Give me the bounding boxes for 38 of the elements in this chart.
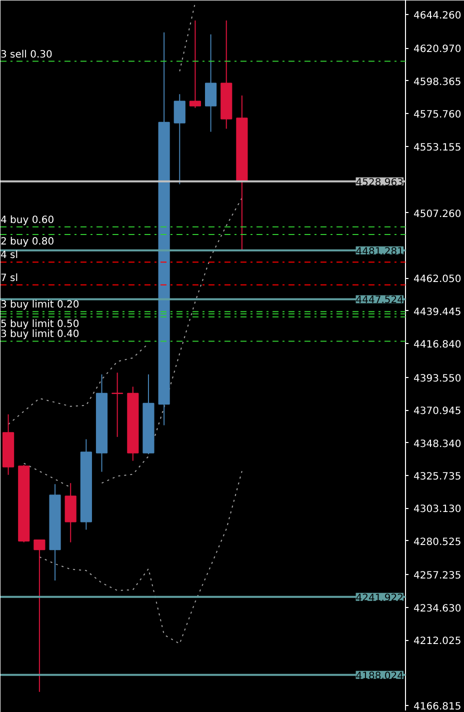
ref-line-label: 3 buy limit 0.40 xyxy=(0,329,80,340)
y-tick-label: 4166.815 xyxy=(414,702,462,712)
y-tick-label: 4257.235 xyxy=(414,570,462,582)
y-tick-label: 4212.025 xyxy=(414,636,462,648)
candlestick xyxy=(189,20,202,108)
ref-line-label: 4447.524 xyxy=(356,295,404,306)
y-tick-label: 4620.970 xyxy=(414,44,462,56)
y-tick-label: 4348.340 xyxy=(414,438,462,450)
y-tick-label: 4462.050 xyxy=(414,274,462,286)
candlestick xyxy=(204,34,217,132)
y-tick-label: 4575.760 xyxy=(414,110,462,121)
y-tick-label: 4507.260 xyxy=(414,208,462,220)
y-tick-label: 4416.840 xyxy=(414,340,462,351)
y-tick-label: 4303.130 xyxy=(414,504,462,516)
ref-line-label: 4 sl xyxy=(0,250,18,262)
ref-line-label: 5 buy limit 0.50 xyxy=(0,318,80,330)
y-tick-label: 4393.550 xyxy=(414,373,462,384)
candlestick xyxy=(174,94,186,185)
y-tick-label: 4439.445 xyxy=(414,306,462,318)
line-series xyxy=(38,470,242,644)
candlestick xyxy=(34,539,46,692)
y-tick-label: 4644.260 xyxy=(414,10,462,22)
y-tick-label: 4234.630 xyxy=(414,603,462,614)
ref-line-label: 7 sl xyxy=(0,272,18,284)
ref-line-label: 3 buy limit 0.20 xyxy=(0,300,80,311)
ref-line-label: 4528.963 xyxy=(356,177,404,188)
y-tick-label: 4325.735 xyxy=(414,472,462,483)
y-tick-label: 4598.365 xyxy=(414,76,462,88)
ref-line-label: 4241.922 xyxy=(356,592,404,604)
ref-line-label: 4481.281 xyxy=(356,246,404,258)
y-tick-label: 4553.155 xyxy=(414,142,462,154)
ref-line-label: 4 buy 0.60 xyxy=(0,214,54,226)
y-tick-label: 4370.945 xyxy=(414,406,462,418)
candlestick xyxy=(112,372,124,438)
ref-line-label: 3 sell 0.30 xyxy=(0,49,52,60)
ref-line-label: 2 buy 0.80 xyxy=(0,236,54,248)
ref-line-label: 4188.024 xyxy=(356,670,404,682)
y-tick-label: 4280.525 xyxy=(414,536,462,548)
